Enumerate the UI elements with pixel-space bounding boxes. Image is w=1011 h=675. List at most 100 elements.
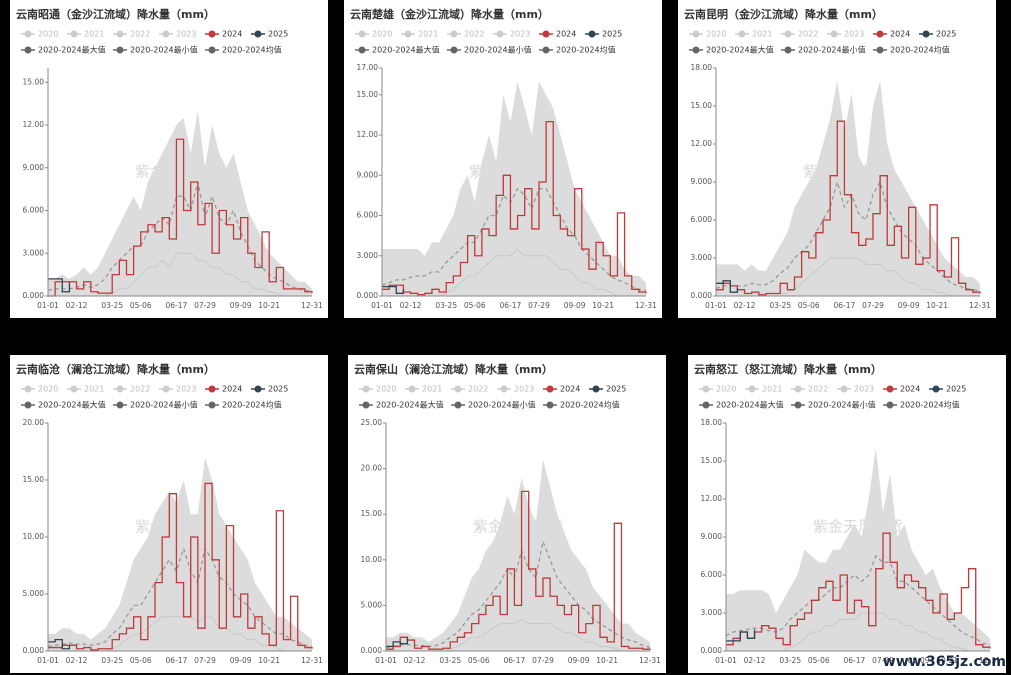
y-tick-label: 15.00 <box>23 77 45 86</box>
x-tick-label: 06-17 <box>166 301 188 310</box>
legend-label: 2021 <box>418 30 438 39</box>
x-tick-label: 09-09 <box>230 656 252 665</box>
mean-line <box>47 546 313 648</box>
series-line <box>382 285 405 294</box>
legend-label: 2020-2024最大值 <box>706 45 774 55</box>
x-tick-label: 03-25 <box>101 656 123 665</box>
legend-label: 2020-2024均值 <box>560 400 620 410</box>
legend-marker <box>542 30 550 38</box>
y-tick-label: 9.000 <box>701 532 723 541</box>
x-tick-label: 10-21 <box>936 656 958 665</box>
legend-marker <box>208 46 216 54</box>
legend-marker <box>784 46 792 54</box>
x-tick-label: 03-25 <box>439 656 461 665</box>
legend-marker <box>162 30 170 38</box>
chart-title: 云南保山（澜沧江流域）降水量（mm） <box>354 362 553 376</box>
y-tick-label: 0.000 <box>23 646 45 655</box>
legend-label: 2022 <box>808 385 828 394</box>
series-line <box>386 490 651 651</box>
y-tick-label: 12.00 <box>691 139 713 148</box>
chart-panel: 云南怒江（怒江流域）降水量（mm） 2020 2021 2022 2023 2024 202… <box>688 355 1006 673</box>
legend-marker <box>254 30 262 38</box>
y-tick-label: 6.000 <box>23 206 45 215</box>
legend-marker <box>362 401 370 409</box>
x-tick-label: 01-01 <box>375 656 397 665</box>
legend-marker <box>404 30 412 38</box>
y-tick-label: 9.000 <box>691 177 713 186</box>
legend-label: 2020-2024最小值 <box>468 400 536 410</box>
x-tick-label: 01-01 <box>715 656 737 665</box>
legend-marker <box>496 30 504 38</box>
legend-marker <box>454 385 462 393</box>
mean-line <box>725 554 991 646</box>
y-tick-label: 12.00 <box>701 494 723 503</box>
chart-panel: 云南昭通（金沙江流域）降水量（mm） 2020 2021 2022 2023 2024 20… <box>10 0 328 318</box>
x-tick-label: 09-09 <box>230 301 252 310</box>
series-line <box>48 138 313 297</box>
legend-marker <box>24 401 32 409</box>
legend-label: 2020-2024最大值 <box>38 400 106 410</box>
legend-marker <box>748 385 756 393</box>
legend-marker <box>546 385 554 393</box>
site-watermark: www.365jz.com <box>883 654 1006 670</box>
legend-label: 2020 <box>376 385 396 394</box>
chart-panel: 云南楚雄（金沙江流域）降水量（mm） 2020 2021 2022 2023 2024 20… <box>344 0 662 318</box>
legend-label: 2020-2024最大值 <box>376 400 444 410</box>
x-tick-label: 05-06 <box>808 656 830 665</box>
legend-label: 2022 <box>130 30 150 39</box>
legend-label: 2024 <box>556 30 576 39</box>
x-tick-label: 05-06 <box>130 301 152 310</box>
legend-label: 2020-2024最小值 <box>464 45 532 55</box>
x-tick-label: 05-06 <box>464 301 486 310</box>
max-area <box>386 459 650 651</box>
legend-label: 2020-2024均值 <box>222 45 282 55</box>
y-tick-label: 20.00 <box>23 418 45 427</box>
y-tick-label: 6.000 <box>701 570 723 579</box>
y-tick-label: 0.000 <box>361 646 383 655</box>
x-tick-label: 09-09 <box>898 301 920 310</box>
legend-marker <box>70 385 78 393</box>
legend-label: 2020 <box>38 30 58 39</box>
y-tick-label: 3.000 <box>357 251 379 260</box>
legend-label: 2020 <box>716 385 736 394</box>
legend-label: 2022 <box>464 30 484 39</box>
y-tick-label: 25.00 <box>361 418 383 427</box>
chart-title: 云南昆明（金沙江流域）降水量（mm） <box>684 7 883 21</box>
x-tick-label: 02-12 <box>66 656 88 665</box>
legend-marker <box>500 385 508 393</box>
series-line <box>48 482 313 651</box>
legend-label: 2025 <box>936 30 956 39</box>
x-tick-label: 10-21 <box>596 656 618 665</box>
x-tick-label: 06-17 <box>844 656 866 665</box>
legend-label: 2020-2024最大值 <box>38 45 106 55</box>
legend-marker <box>116 46 124 54</box>
y-tick-label: 15.00 <box>701 456 723 465</box>
legend-marker <box>70 30 78 38</box>
x-tick-label: 09-09 <box>908 656 930 665</box>
legend-marker <box>454 401 462 409</box>
y-tick-label: 5.000 <box>23 589 45 598</box>
y-tick-label: 0.000 <box>701 646 723 655</box>
y-tick-label: 15.00 <box>361 509 383 518</box>
series-line <box>382 120 647 296</box>
x-tick-label: 02-12 <box>404 656 426 665</box>
legend-label: 2024 <box>222 30 242 39</box>
y-tick-label: 3.000 <box>701 608 723 617</box>
x-tick-label: 06-17 <box>166 656 188 665</box>
legend-label: 2021 <box>752 30 772 39</box>
chart-title: 云南临沧（澜沧江流域）降水量（mm） <box>16 362 215 376</box>
y-tick-label: 9.000 <box>357 170 379 179</box>
legend-label: 2020-2024均值 <box>890 45 950 55</box>
x-tick-label: 07-29 <box>862 301 884 310</box>
y-tick-label: 3.000 <box>23 248 45 257</box>
legend-label: 2021 <box>422 385 442 394</box>
legend-label: 2021 <box>84 385 104 394</box>
x-tick-label: 12-31 <box>301 301 323 310</box>
chart-panel: 云南保山（澜沧江流域）降水量（mm） 2020 2021 2022 2023 2024 20… <box>348 355 666 673</box>
chart-title: 云南楚雄（金沙江流域）降水量（mm） <box>350 7 549 21</box>
legend-label: 2022 <box>468 385 488 394</box>
series-line <box>716 120 981 296</box>
legend-marker <box>702 401 710 409</box>
legend-marker <box>546 401 554 409</box>
